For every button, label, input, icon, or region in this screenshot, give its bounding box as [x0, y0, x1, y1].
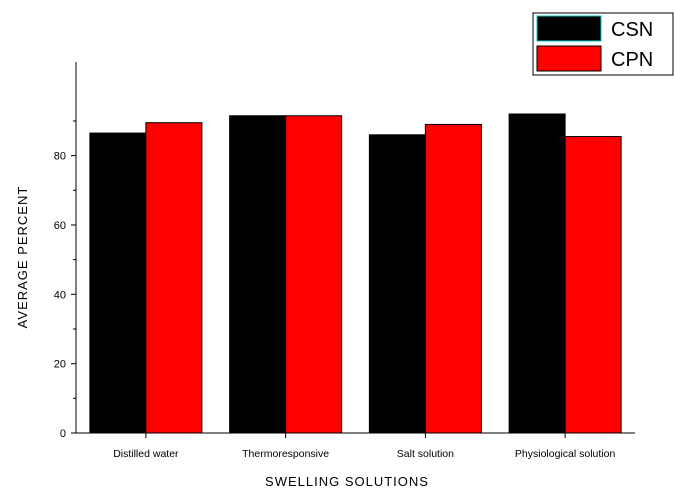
bar-csn-1	[229, 115, 287, 434]
legend-label-csn: CSN	[611, 19, 653, 41]
bars-group	[89, 113, 622, 434]
bar-csn-3	[508, 113, 566, 434]
x-tick-label-2: Salt solution	[397, 448, 454, 460]
y-tick-label-2: 40	[54, 289, 66, 301]
legend: CSN CPN	[532, 12, 674, 76]
bar-cpn-3	[564, 136, 622, 434]
y-tick-label-0: 0	[60, 428, 66, 440]
x-tick-label-3: Physiological solution	[515, 448, 616, 460]
bar-cpn-2	[424, 123, 482, 434]
bar-csn-0	[89, 132, 147, 434]
y-tick-label-3: 60	[54, 220, 66, 232]
bar-csn-2	[368, 134, 426, 434]
x-axis-title: SWELLING SOLUTIONS	[265, 474, 429, 488]
y-tick-label-4: 80	[54, 151, 66, 163]
bar-cpn-1	[285, 115, 343, 434]
bar-cpn-0	[145, 122, 203, 434]
y-axis-title: AVERAGE PERCENT	[15, 186, 30, 329]
legend-label-cpn: CPN	[611, 49, 653, 71]
axes-group	[75, 62, 635, 434]
x-tick-label-1: Thermoresponsive	[242, 448, 329, 460]
x-tick-label-0: Distilled water	[113, 448, 179, 460]
legend-swatch-cpn	[536, 45, 602, 72]
ticks-group: Distilled water Thermoresponsive Salt solu…	[54, 120, 616, 460]
legend-swatch-csn	[536, 15, 602, 42]
y-tick-label-1: 20	[54, 359, 66, 371]
